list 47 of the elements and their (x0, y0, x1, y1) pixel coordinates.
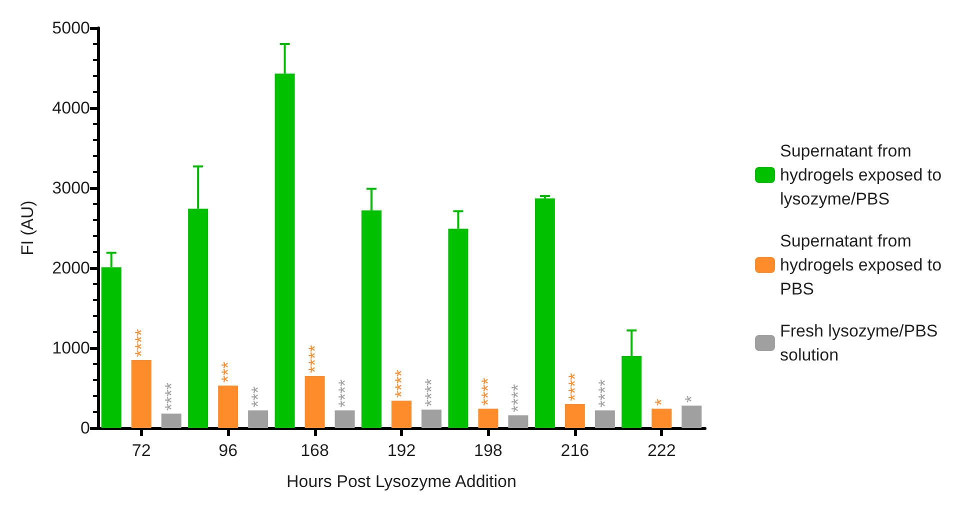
y-tick-label: 5000 (52, 18, 90, 38)
data-label: **** (131, 328, 152, 357)
y-tick-label: 3000 (52, 178, 90, 198)
x-tick-label: 222 (647, 441, 676, 460)
x-axis-title: Hours Post Lysozyme Addition (286, 472, 516, 491)
bar (304, 376, 325, 428)
legend-label: Fresh lysozyme/PBS solution (780, 322, 942, 364)
bar (248, 410, 268, 428)
bar (682, 406, 702, 428)
data-label: **** (478, 378, 498, 406)
bar (534, 198, 555, 428)
bar (218, 386, 238, 428)
data-label: **** (334, 379, 355, 408)
bar (334, 410, 355, 428)
x-tick-label: 72 (132, 441, 151, 460)
y-tick-label: 2000 (52, 258, 90, 278)
y-tick-label: 0 (80, 418, 90, 438)
data-label: **** (161, 382, 182, 411)
bar (652, 408, 672, 428)
data-label: * (682, 396, 702, 403)
data-label: **** (508, 384, 528, 412)
x-tick-label: 216 (560, 441, 590, 460)
legend-label: Supernatant from hydrogels exposed to PBS (780, 232, 946, 298)
bar (564, 404, 585, 428)
data-label: **** (564, 372, 585, 401)
bar (478, 408, 498, 428)
data-label: *** (248, 386, 268, 408)
y-tick-label: 1000 (52, 338, 90, 358)
bar (508, 415, 528, 428)
data-label: **** (304, 344, 325, 373)
bar (131, 360, 152, 428)
x-tick-label: 168 (300, 441, 329, 460)
y-axis-title: FI (AU) (18, 200, 37, 256)
data-label: **** (392, 370, 412, 398)
x-tick-label: 192 (387, 441, 416, 460)
y-tick-label: 4000 (52, 98, 90, 118)
bar (392, 400, 412, 428)
data-label: **** (422, 378, 442, 407)
bar (161, 414, 182, 428)
data-label: *** (218, 362, 238, 383)
x-tick-label: 198 (474, 441, 502, 460)
legend-label: Supernatant from hydrogels exposed to lysozyme/PBS (780, 142, 946, 208)
bar (422, 410, 442, 428)
data-label: **** (594, 379, 615, 408)
x-tick-label: 96 (218, 441, 238, 460)
data-label: * (652, 398, 672, 406)
bar (594, 410, 615, 428)
